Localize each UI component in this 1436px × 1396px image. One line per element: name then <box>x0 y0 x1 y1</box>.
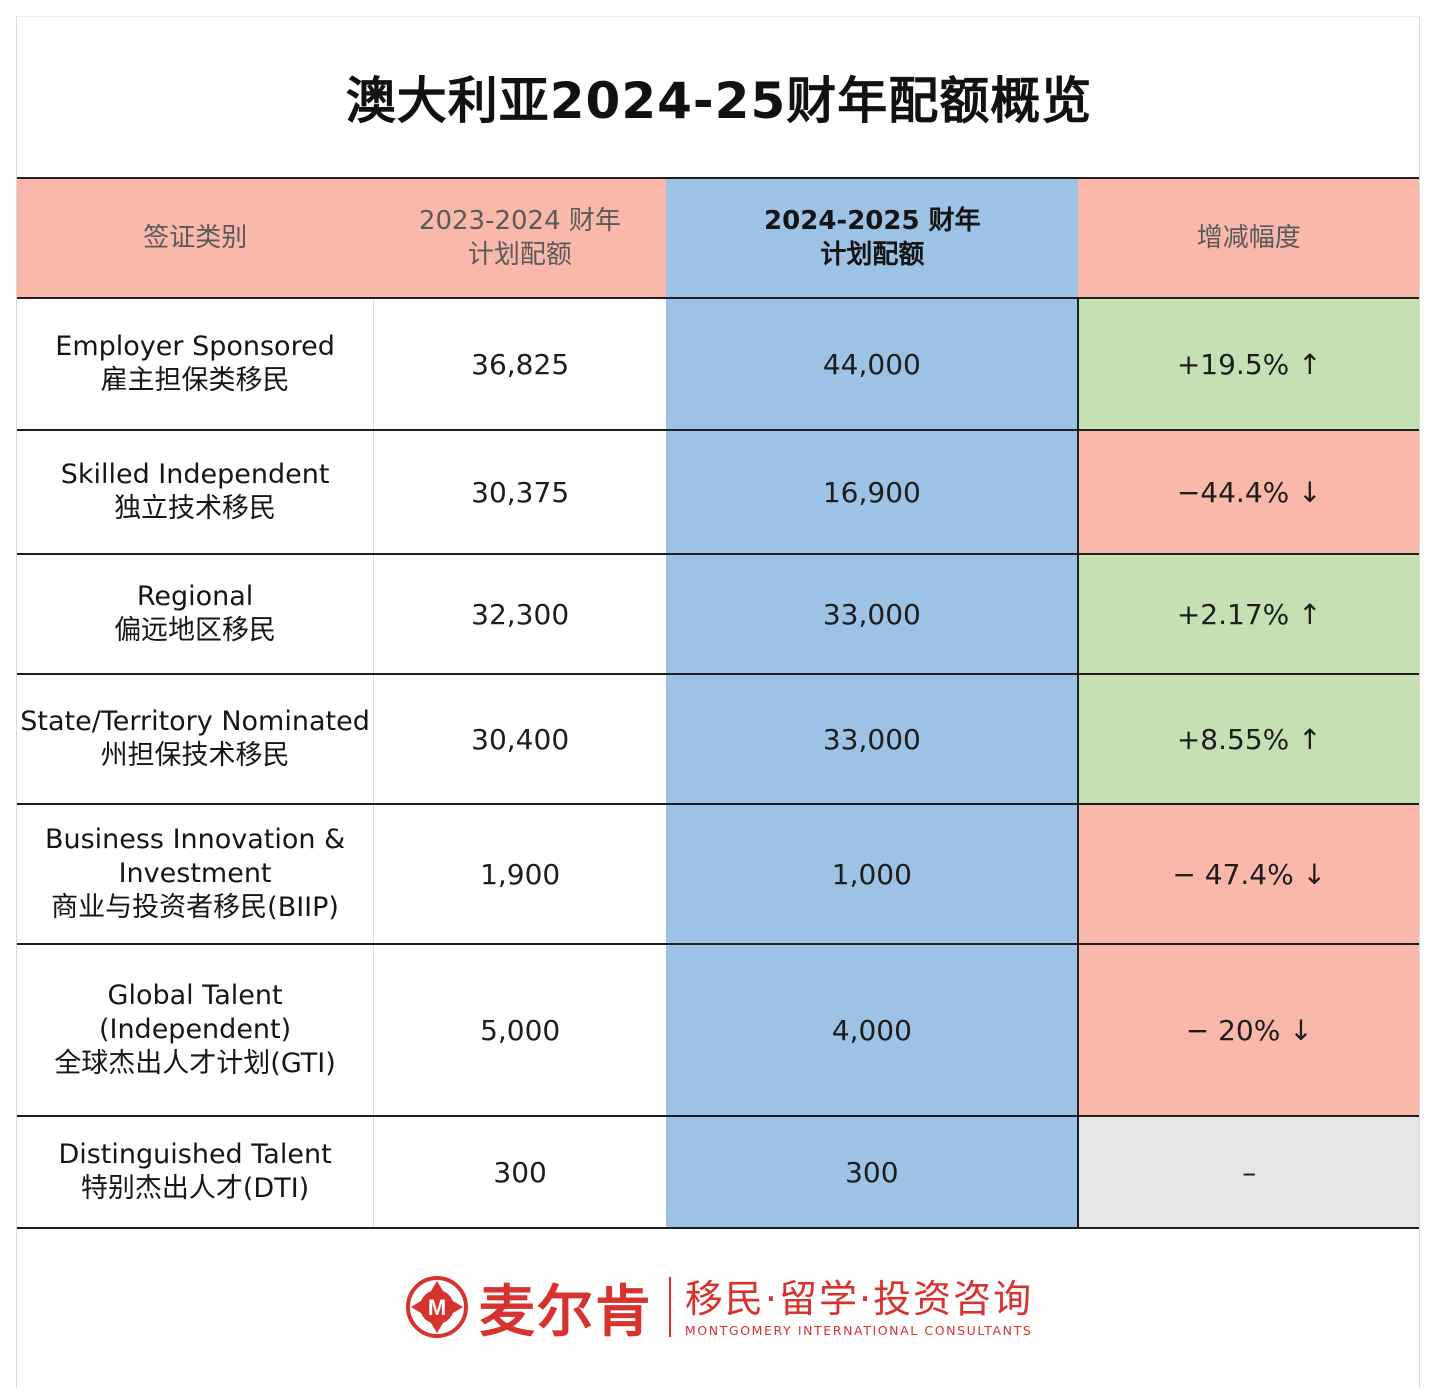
brand-tagline-block: 移民·留学·投资咨询 MONTGOMERY INTERNATIONAL CONS… <box>685 1277 1033 1338</box>
header-prev-year: 2023-2024 财年 计划配额 <box>373 177 667 299</box>
category-cn: 独立技术移民 <box>114 493 277 524</box>
change-value: − 20% ↓ <box>1077 944 1419 1117</box>
prev-quota: 32,300 <box>373 554 667 675</box>
header-prev-line2: 计划配额 <box>467 240 572 270</box>
brand-name-cn: 麦尔肯 <box>478 1279 653 1345</box>
category-en: State/Territory Nominated <box>20 706 370 737</box>
prev-quota: 1,900 <box>373 804 667 945</box>
curr-quota: 33,000 <box>666 554 1079 675</box>
brand-divider <box>668 1277 671 1337</box>
change-value: − 47.4% ↓ <box>1077 804 1419 945</box>
row-category: Distinguished Talent 特别杰出人才(DTI) <box>17 1116 375 1229</box>
category-en-line2: (Independent) <box>98 1014 292 1045</box>
curr-quota: 300 <box>666 1116 1079 1229</box>
change-value: +19.5% ↑ <box>1077 298 1419 431</box>
header-prev-line1: 2023-2024 财年 <box>418 206 621 236</box>
category-en: Global Talent <box>107 980 283 1011</box>
logo-letter: M <box>428 1295 446 1320</box>
table-row: Distinguished Talent 特别杰出人才(DTI) 300 300… <box>17 1116 1419 1229</box>
prev-quota: 30,375 <box>373 430 667 555</box>
curr-quota: 44,000 <box>666 298 1079 431</box>
row-category: Global Talent (Independent) 全球杰出人才计划(GTI… <box>17 944 375 1117</box>
header-curr-line1: 2024-2025 财年 <box>764 206 981 236</box>
prev-quota: 5,000 <box>373 944 667 1117</box>
brand-tagline-cn: 移民·留学·投资咨询 <box>684 1276 1034 1321</box>
table-row: Business Innovation & Investment 商业与投资者移… <box>17 804 1419 945</box>
category-en: Skilled Independent <box>60 459 330 490</box>
curr-quota: 4,000 <box>666 944 1079 1117</box>
brand-name-en: MONTGOMERY INTERNATIONAL CONSULTANTS <box>684 1322 1033 1338</box>
change-value: +2.17% ↑ <box>1077 554 1419 675</box>
prev-quota: 30,400 <box>373 674 667 805</box>
category-en-line2: Investment <box>118 858 272 889</box>
header-change: 增减幅度 <box>1078 177 1419 299</box>
change-value: −44.4% ↓ <box>1077 430 1419 555</box>
page-frame: 澳大利亚2024-25财年配额概览 签证类别 2023-2024 财年 计划配额… <box>16 16 1420 1388</box>
curr-quota: 1,000 <box>666 804 1079 945</box>
company-logo: M 麦尔肯 移民·留学·投资咨询 MONTGOMERY INTERNATIONA… <box>405 1267 1033 1348</box>
category-en: Employer Sponsored <box>55 331 335 362</box>
curr-quota: 33,000 <box>666 674 1079 805</box>
table-row: Skilled Independent 独立技术移民 30,375 16,900… <box>17 430 1419 555</box>
table-header-row: 签证类别 2023-2024 财年 计划配额 2024-2025 财年 计划配额… <box>17 177 1419 299</box>
category-en: Regional <box>136 581 254 612</box>
row-category: Skilled Independent 独立技术移民 <box>17 430 375 555</box>
category-cn: 雇主担保类移民 <box>100 365 290 396</box>
header-curr-line2: 计划配额 <box>820 240 925 270</box>
category-cn: 特别杰出人才(DTI) <box>80 1173 310 1204</box>
header-curr-year: 2024-2025 财年 计划配额 <box>666 177 1079 299</box>
category-en: Distinguished Talent <box>58 1139 332 1170</box>
quota-table: 签证类别 2023-2024 财年 计划配额 2024-2025 财年 计划配额… <box>17 177 1419 1229</box>
row-category: Business Innovation & Investment 商业与投资者移… <box>17 804 375 945</box>
curr-quota: 16,900 <box>666 430 1079 555</box>
prev-quota: 36,825 <box>373 298 667 431</box>
table-row: State/Territory Nominated 州担保技术移民 30,400… <box>17 674 1419 805</box>
prev-quota: 300 <box>373 1116 667 1229</box>
header-category: 签证类别 <box>17 177 374 299</box>
footer-branding: M 麦尔肯 移民·留学·投资咨询 MONTGOMERY INTERNATIONA… <box>17 1227 1421 1387</box>
row-category: State/Territory Nominated 州担保技术移民 <box>17 674 375 805</box>
row-category: Employer Sponsored 雇主担保类移民 <box>17 298 375 431</box>
table-row: Regional 偏远地区移民 32,300 33,000 +2.17% ↑ <box>17 554 1419 675</box>
category-cn: 州担保技术移民 <box>100 740 290 771</box>
category-cn: 商业与投资者移民(BIIP) <box>51 892 339 923</box>
brand-emblem-icon: M <box>405 1276 468 1338</box>
change-value: – <box>1077 1116 1419 1229</box>
page-title: 澳大利亚2024-25财年配额概览 <box>345 72 1093 130</box>
table-row: Global Talent (Independent) 全球杰出人才计划(GTI… <box>17 944 1419 1117</box>
category-cn: 偏远地区移民 <box>114 615 277 646</box>
change-value: +8.55% ↑ <box>1077 674 1419 805</box>
table-row: Employer Sponsored 雇主担保类移民 36,825 44,000… <box>17 298 1419 431</box>
row-category: Regional 偏远地区移民 <box>17 554 375 675</box>
category-en: Business Innovation & <box>44 824 346 855</box>
category-cn: 全球杰出人才计划(GTI) <box>54 1048 336 1079</box>
